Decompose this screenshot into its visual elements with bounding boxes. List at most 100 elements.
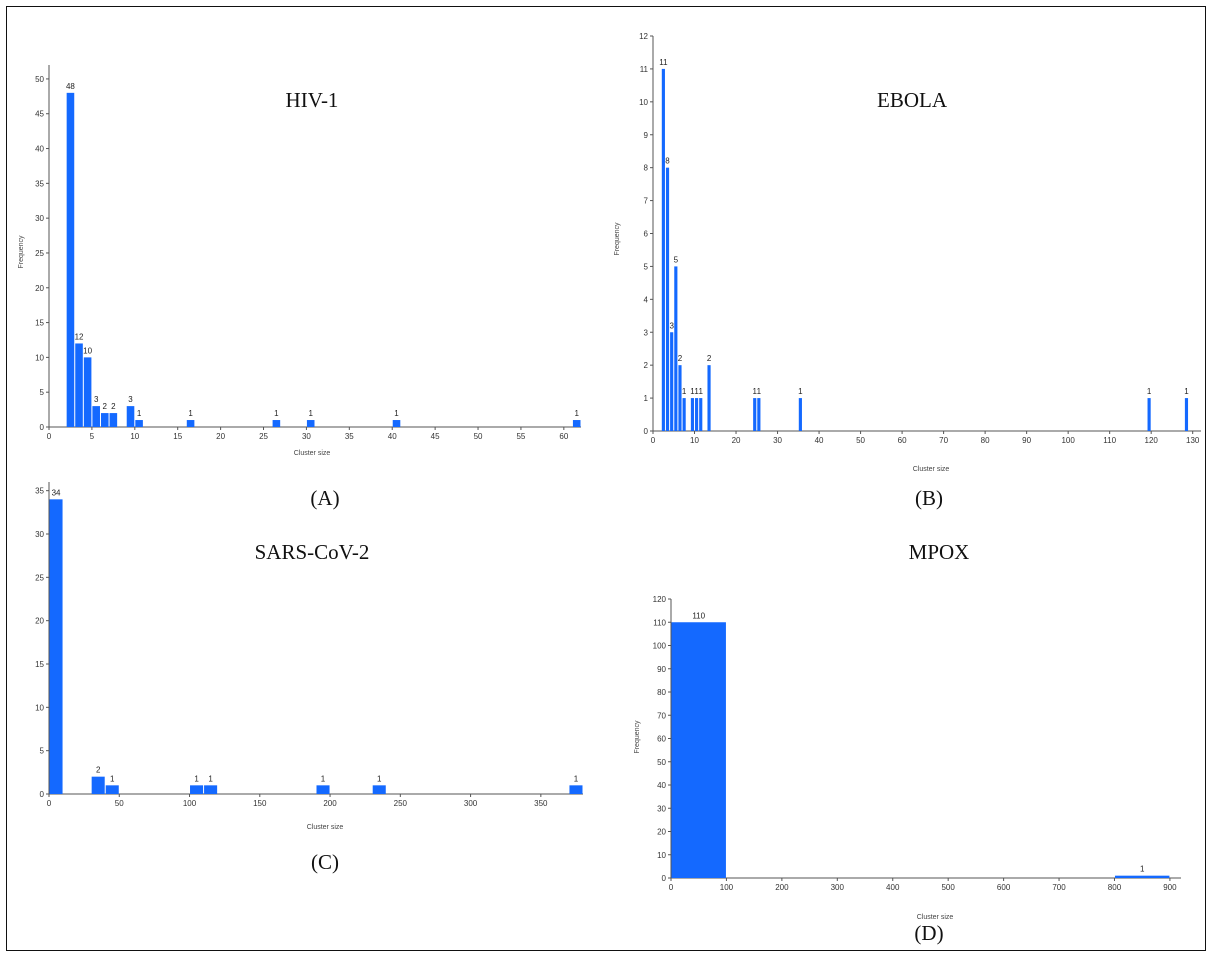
bar xyxy=(665,167,670,431)
chart-panel-mpox: MPOX (D) 0 10 20 30 40 50 60 70 80 90 100 110 120 0 100 2… xyxy=(634,540,1181,945)
bar-value-label: 1 xyxy=(321,774,326,783)
y-tick-label: 5 xyxy=(644,262,649,271)
x-tick-label: 0 xyxy=(47,432,52,441)
bar xyxy=(126,406,135,427)
x-tick-label: 250 xyxy=(394,799,408,808)
y-tick-label: 3 xyxy=(644,328,649,337)
bar-value-label: 3 xyxy=(669,321,674,330)
x-tick-label: 20 xyxy=(216,432,225,441)
x-axis-label: Cluster size xyxy=(294,450,331,457)
x-tick-label: 20 xyxy=(732,436,741,445)
y-tick-label: 4 xyxy=(644,295,649,304)
bar-value-label: 1 xyxy=(682,387,687,396)
y-tick-label: 50 xyxy=(657,758,666,767)
y-tick-label: 15 xyxy=(35,660,44,669)
panel-caption: (B) xyxy=(915,486,943,510)
x-tick-label: 55 xyxy=(516,432,525,441)
x-tick-label: 800 xyxy=(1108,883,1122,892)
y-tick-label: 25 xyxy=(35,249,44,258)
bar xyxy=(190,785,204,794)
bar xyxy=(109,413,118,427)
bar-value-label: 11 xyxy=(659,58,668,67)
bar xyxy=(757,398,761,431)
y-axis-label: Frequency xyxy=(634,720,641,754)
bar-value-label: 34 xyxy=(52,488,61,497)
bar-value-label: 1 xyxy=(1147,387,1152,396)
y-tick-label: 2 xyxy=(644,361,649,370)
x-tick-label: 50 xyxy=(474,432,483,441)
x-tick-label: 600 xyxy=(997,883,1011,892)
y-tick-label: 20 xyxy=(657,828,666,837)
x-axis-label: Cluster size xyxy=(307,824,344,831)
y-tick-label: 20 xyxy=(35,617,44,626)
x-tick-label: 500 xyxy=(941,883,955,892)
bar-value-label: 3 xyxy=(128,395,133,404)
bar xyxy=(92,406,100,427)
x-tick-label: 40 xyxy=(388,432,397,441)
bar-value-label: 1 xyxy=(208,774,213,783)
panel-caption: (A) xyxy=(310,486,339,510)
bar xyxy=(135,420,143,427)
x-tick-label: 60 xyxy=(559,432,568,441)
y-tick-label: 9 xyxy=(644,131,649,140)
y-tick-label: 100 xyxy=(653,642,667,651)
y-tick-label: 60 xyxy=(657,735,666,744)
bar-value-label: 10 xyxy=(83,346,92,355)
bar xyxy=(316,785,330,794)
bar-value-label: 1 xyxy=(798,387,803,396)
bar xyxy=(392,420,401,427)
x-tick-label: 45 xyxy=(431,432,440,441)
chart-title: SARS-CoV-2 xyxy=(255,540,370,564)
bar-value-label: 1 xyxy=(194,774,199,783)
x-tick-label: 200 xyxy=(775,883,789,892)
y-tick-label: 12 xyxy=(639,32,648,41)
x-tick-label: 80 xyxy=(981,436,990,445)
x-tick-label: 100 xyxy=(1061,436,1075,445)
chart-title: MPOX xyxy=(909,540,970,564)
bar-value-label: 48 xyxy=(66,82,75,91)
y-tick-label: 5 xyxy=(40,747,45,756)
y-tick-label: 10 xyxy=(35,703,44,712)
bar-value-label: 2 xyxy=(707,354,712,363)
bar xyxy=(695,398,699,431)
bar xyxy=(66,92,75,427)
bar-value-label: 1 xyxy=(757,387,762,396)
x-tick-label: 100 xyxy=(720,883,734,892)
bar-value-label: 1 xyxy=(308,409,313,418)
y-tick-label: 30 xyxy=(35,214,44,223)
x-tick-label: 100 xyxy=(183,799,197,808)
y-tick-label: 5 xyxy=(40,388,45,397)
y-tick-label: 0 xyxy=(40,423,45,432)
chart-title: EBOLA xyxy=(877,88,948,112)
y-tick-label: 70 xyxy=(657,711,666,720)
bar xyxy=(105,785,119,794)
y-tick-label: 10 xyxy=(35,353,44,362)
x-tick-label: 30 xyxy=(773,436,782,445)
bar-value-label: 1 xyxy=(137,409,142,418)
bar xyxy=(100,413,109,427)
x-tick-label: 10 xyxy=(130,432,139,441)
bar-value-label: 1 xyxy=(699,387,704,396)
x-tick-label: 350 xyxy=(534,799,548,808)
y-tick-label: 10 xyxy=(639,98,648,107)
y-tick-label: 40 xyxy=(35,145,44,154)
bar xyxy=(91,776,105,794)
bar xyxy=(186,420,195,427)
bar-value-label: 110 xyxy=(692,611,705,620)
bar xyxy=(306,420,315,427)
x-tick-label: 120 xyxy=(1145,436,1159,445)
figure-frame: HIV-1 (A) 0 5 10 15 20 25 30 35 40 45 50 0 5 10 15 20 25 30… xyxy=(6,6,1206,951)
chart-panel-hiv: HIV-1 (A) 0 5 10 15 20 25 30 35 40 45 50 0 5 10 15 20 25 30… xyxy=(18,65,581,510)
bar-value-label: 1 xyxy=(188,409,193,418)
y-tick-label: 0 xyxy=(644,427,649,436)
bar xyxy=(83,357,92,427)
bar-value-label: 1 xyxy=(110,774,115,783)
y-tick-label: 30 xyxy=(35,530,44,539)
x-tick-label: 130 xyxy=(1186,436,1200,445)
bar xyxy=(204,785,218,794)
panel-caption: (C) xyxy=(311,850,339,874)
bar-value-label: 2 xyxy=(103,402,108,411)
bar-value-label: 12 xyxy=(75,332,84,341)
bar xyxy=(49,499,63,794)
